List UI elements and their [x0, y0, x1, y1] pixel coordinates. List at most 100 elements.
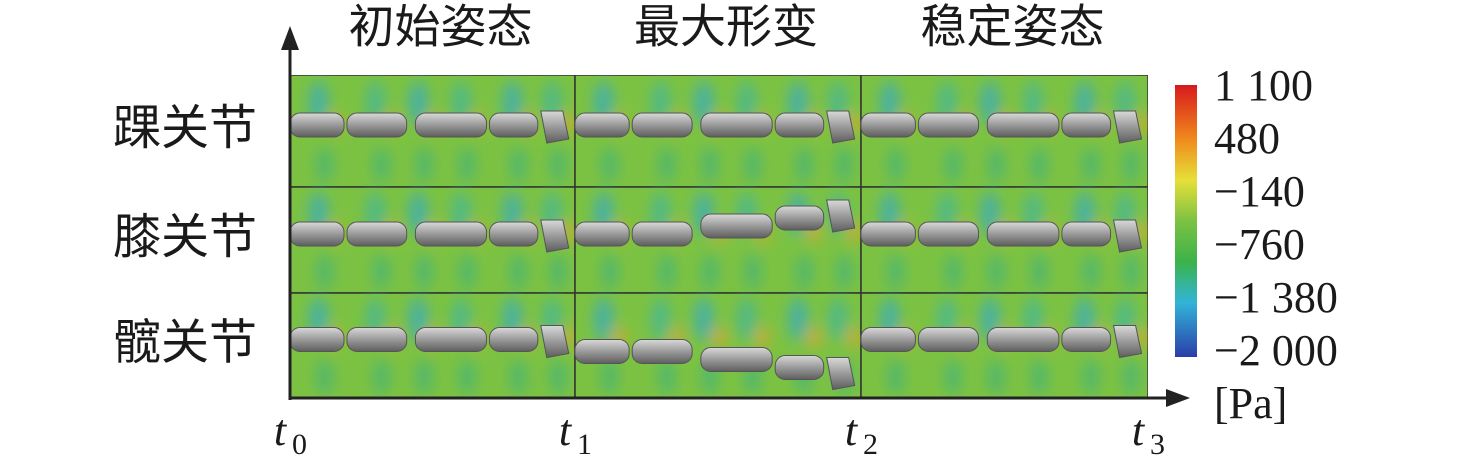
low-pressure [372, 359, 391, 395]
robot-segment [1061, 221, 1112, 247]
low-pressure [458, 253, 476, 290]
low-pressure [944, 253, 963, 290]
low-pressure [600, 253, 619, 290]
flow-panel [860, 186, 1148, 294]
flow-panel [574, 75, 862, 188]
robot-segment [917, 221, 980, 247]
low-pressure [509, 253, 528, 290]
robot-segment [631, 112, 693, 138]
time-subscript: 1 [577, 428, 592, 461]
low-pressure [944, 359, 963, 395]
robot-foot [826, 199, 856, 233]
low-pressure [693, 297, 714, 342]
axis-arrow [1166, 389, 1190, 407]
flow-panel [860, 75, 1148, 188]
low-pressure [372, 253, 391, 290]
robot-segment [700, 112, 773, 138]
low-pressure [415, 359, 434, 395]
robot-segment [631, 339, 693, 364]
low-pressure [886, 253, 905, 290]
colorbar-label: −760 [1214, 220, 1305, 269]
low-pressure [650, 297, 671, 342]
robot-foot [1112, 219, 1143, 253]
low-pressure [788, 297, 809, 342]
low-pressure [743, 146, 762, 183]
row-label: 踝关节 [113, 102, 257, 155]
low-pressure [828, 297, 849, 342]
low-pressure [795, 146, 814, 183]
time-subscript: 0 [292, 428, 307, 461]
low-pressure [593, 297, 614, 342]
robot-segment [986, 112, 1060, 138]
low-pressure [1081, 253, 1100, 290]
robot-segment [774, 355, 825, 380]
low-pressure [795, 253, 814, 290]
robot-foot [826, 110, 856, 144]
robot-foot [540, 219, 570, 253]
robot-segment [346, 327, 408, 352]
robot-segment [700, 347, 773, 372]
low-pressure [835, 253, 854, 290]
colorbar-label: −2 000 [1214, 326, 1338, 375]
robot-segment [489, 327, 539, 352]
flow-panel [290, 75, 576, 188]
low-pressure [549, 359, 568, 395]
robot-segment [631, 221, 693, 247]
low-pressure [700, 253, 719, 290]
robot-segment [774, 112, 825, 138]
robot-segment [290, 221, 345, 247]
row-label: 膝关节 [113, 211, 257, 264]
robot-segment [414, 327, 487, 352]
low-pressure [315, 146, 334, 183]
low-pressure [657, 253, 676, 290]
robot-segment [574, 112, 630, 138]
high-pressure [848, 327, 861, 348]
low-pressure [509, 146, 528, 183]
robot-segment [290, 327, 345, 352]
low-pressure [1122, 146, 1141, 183]
low-pressure [509, 359, 528, 395]
low-pressure [700, 146, 719, 183]
low-pressure [415, 253, 434, 290]
low-pressure [736, 297, 757, 342]
flow-panel [574, 186, 862, 294]
flow-panel [860, 292, 1148, 398]
robot-foot [540, 110, 570, 144]
colorbar-label: 480 [1214, 114, 1280, 163]
robot-segment [860, 221, 916, 247]
robot-segment [860, 112, 916, 138]
low-pressure [1081, 146, 1100, 183]
time-label: t [274, 406, 288, 455]
low-pressure [835, 146, 854, 183]
low-pressure [372, 146, 391, 183]
robot-segment [414, 221, 487, 247]
robot-segment [1061, 327, 1112, 352]
time-label: t [1132, 406, 1146, 455]
low-pressure [944, 146, 963, 183]
low-pressure [458, 359, 476, 395]
low-pressure [657, 146, 676, 183]
time-label: t [559, 406, 573, 455]
low-pressure [1030, 146, 1049, 183]
time-label: t [845, 406, 859, 455]
robot-segment [346, 112, 408, 138]
time-subscript: 2 [863, 428, 878, 461]
robot-segment [574, 221, 630, 247]
robot-segment [917, 112, 980, 138]
colorbar-label: −140 [1214, 167, 1305, 216]
low-pressure [600, 146, 619, 183]
column-header: 最大形变 [634, 2, 818, 53]
robot-segment [774, 205, 825, 231]
row-label: 髋关节 [113, 317, 257, 370]
low-pressure [549, 146, 568, 183]
colorbar-label: −1 380 [1214, 273, 1338, 322]
low-pressure [415, 146, 434, 183]
low-pressure [315, 359, 334, 395]
robot-segment [346, 221, 408, 247]
low-pressure [1122, 253, 1141, 290]
robot-segment [489, 112, 539, 138]
robot-segment [917, 327, 980, 352]
colorbar [1175, 85, 1197, 357]
low-pressure [743, 253, 762, 290]
low-pressure [315, 253, 334, 290]
